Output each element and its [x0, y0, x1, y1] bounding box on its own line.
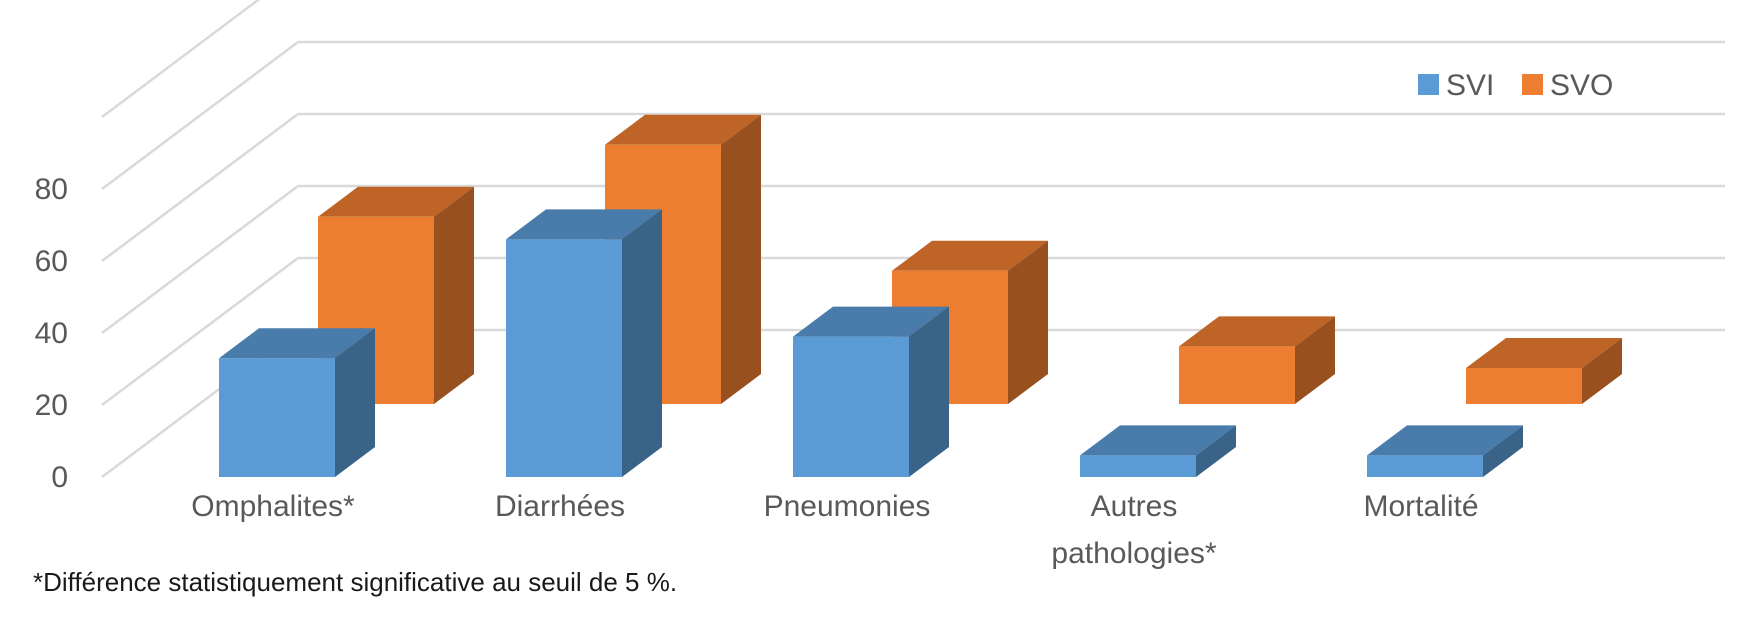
bar-svi-1 — [506, 209, 662, 477]
legend-swatch — [1418, 74, 1439, 95]
gridline-side — [101, 185, 299, 334]
bar-svi-0 — [219, 328, 375, 477]
legend: SVI SVO — [1418, 69, 1613, 102]
y-tick-label: 40 — [35, 317, 68, 350]
legend-item-svo: SVO — [1522, 69, 1613, 102]
category-label: Autres pathologies* — [1051, 490, 1216, 570]
y-tick-label: 80 — [35, 173, 68, 206]
x-axis-categories: Omphalites* Diarrhées Pneumonies Autres path… — [191, 490, 1478, 570]
category-label: Diarrhées — [495, 490, 625, 523]
y-tick-label: 0 — [51, 461, 68, 494]
bar-svi-2 — [793, 306, 949, 477]
y-axis-ticks: 0 20 40 60 80 — [35, 173, 68, 494]
legend-label: SVI — [1446, 69, 1494, 102]
gridline-side — [101, 41, 299, 190]
footnote: *Différence statistiquement significativ… — [33, 567, 678, 597]
y-tick-label: 60 — [35, 245, 68, 278]
legend-swatch — [1522, 74, 1543, 95]
y-tick-label: 20 — [35, 389, 68, 422]
bar-svi-4 — [1367, 425, 1523, 477]
gridline-side — [101, 0, 261, 118]
bar-svo-4 — [1466, 338, 1622, 404]
legend-label: SVO — [1550, 69, 1613, 102]
bar-svo-3 — [1179, 316, 1335, 404]
category-label: Omphalites* — [191, 490, 355, 523]
gridline-side — [101, 257, 299, 406]
category-label: Pneumonies — [764, 490, 931, 523]
legend-item-svi: SVI — [1418, 69, 1494, 102]
gridline-side — [101, 113, 299, 262]
bar-svi-3 — [1080, 425, 1236, 477]
bars — [219, 114, 1622, 477]
category-label: Mortalité — [1363, 490, 1478, 523]
